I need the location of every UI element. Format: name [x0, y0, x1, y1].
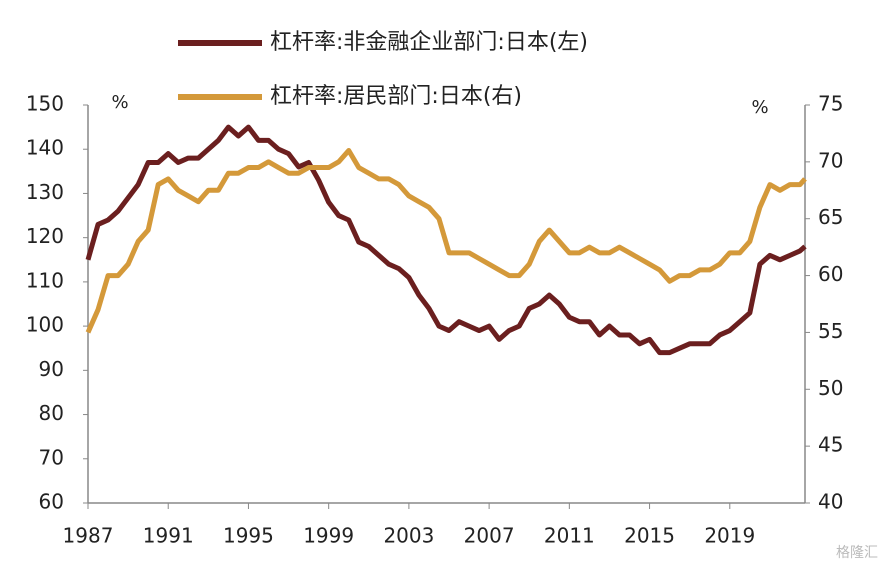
data-line [85, 124, 807, 356]
y2-tick-label: 75 [818, 92, 843, 116]
watermark: 格隆汇 [836, 545, 878, 561]
x-tick-label: 2007 [464, 524, 515, 548]
x-tick-label: 2019 [704, 524, 755, 548]
x-tick-label: 1999 [303, 524, 354, 548]
y-tick-label: 110 [26, 268, 64, 292]
y-tick-label: 70 [39, 445, 64, 469]
y-tick-label: 80 [39, 401, 64, 425]
y2-tick-label: 50 [818, 376, 843, 400]
y2-tick-label: 40 [818, 490, 843, 514]
y2-tick-label: 60 [818, 262, 843, 286]
y2-tick-label: 70 [818, 148, 843, 172]
x-tick-label: 1995 [223, 524, 274, 548]
y-tick-label: 90 [39, 357, 64, 381]
x-tick-label: 2011 [544, 524, 595, 548]
y-tick-label: 150 [26, 92, 64, 116]
x-tick-label: 2015 [624, 524, 675, 548]
legend-label: 杠杆率:非金融企业部门:日本(左) [270, 30, 588, 55]
y2-tick-label: 45 [818, 433, 843, 457]
y-tick-label: 130 [26, 180, 64, 204]
x-tick-label: 1987 [63, 524, 114, 548]
y-tick-label: 60 [39, 490, 64, 514]
y-unit: % [111, 92, 128, 113]
y-tick-label: 140 [26, 136, 64, 160]
x-tick-label: 1991 [143, 524, 194, 548]
y-tick-label: 120 [26, 224, 64, 248]
y2-tick-label: 55 [818, 319, 843, 343]
y-tick-label: 100 [26, 313, 64, 337]
data-line [85, 147, 807, 334]
x-tick-label: 2003 [383, 524, 434, 548]
y2-unit: % [751, 97, 768, 118]
legend-label: 杠杆率:居民部门:日本(右) [270, 84, 522, 109]
y2-tick-label: 65 [818, 205, 843, 229]
